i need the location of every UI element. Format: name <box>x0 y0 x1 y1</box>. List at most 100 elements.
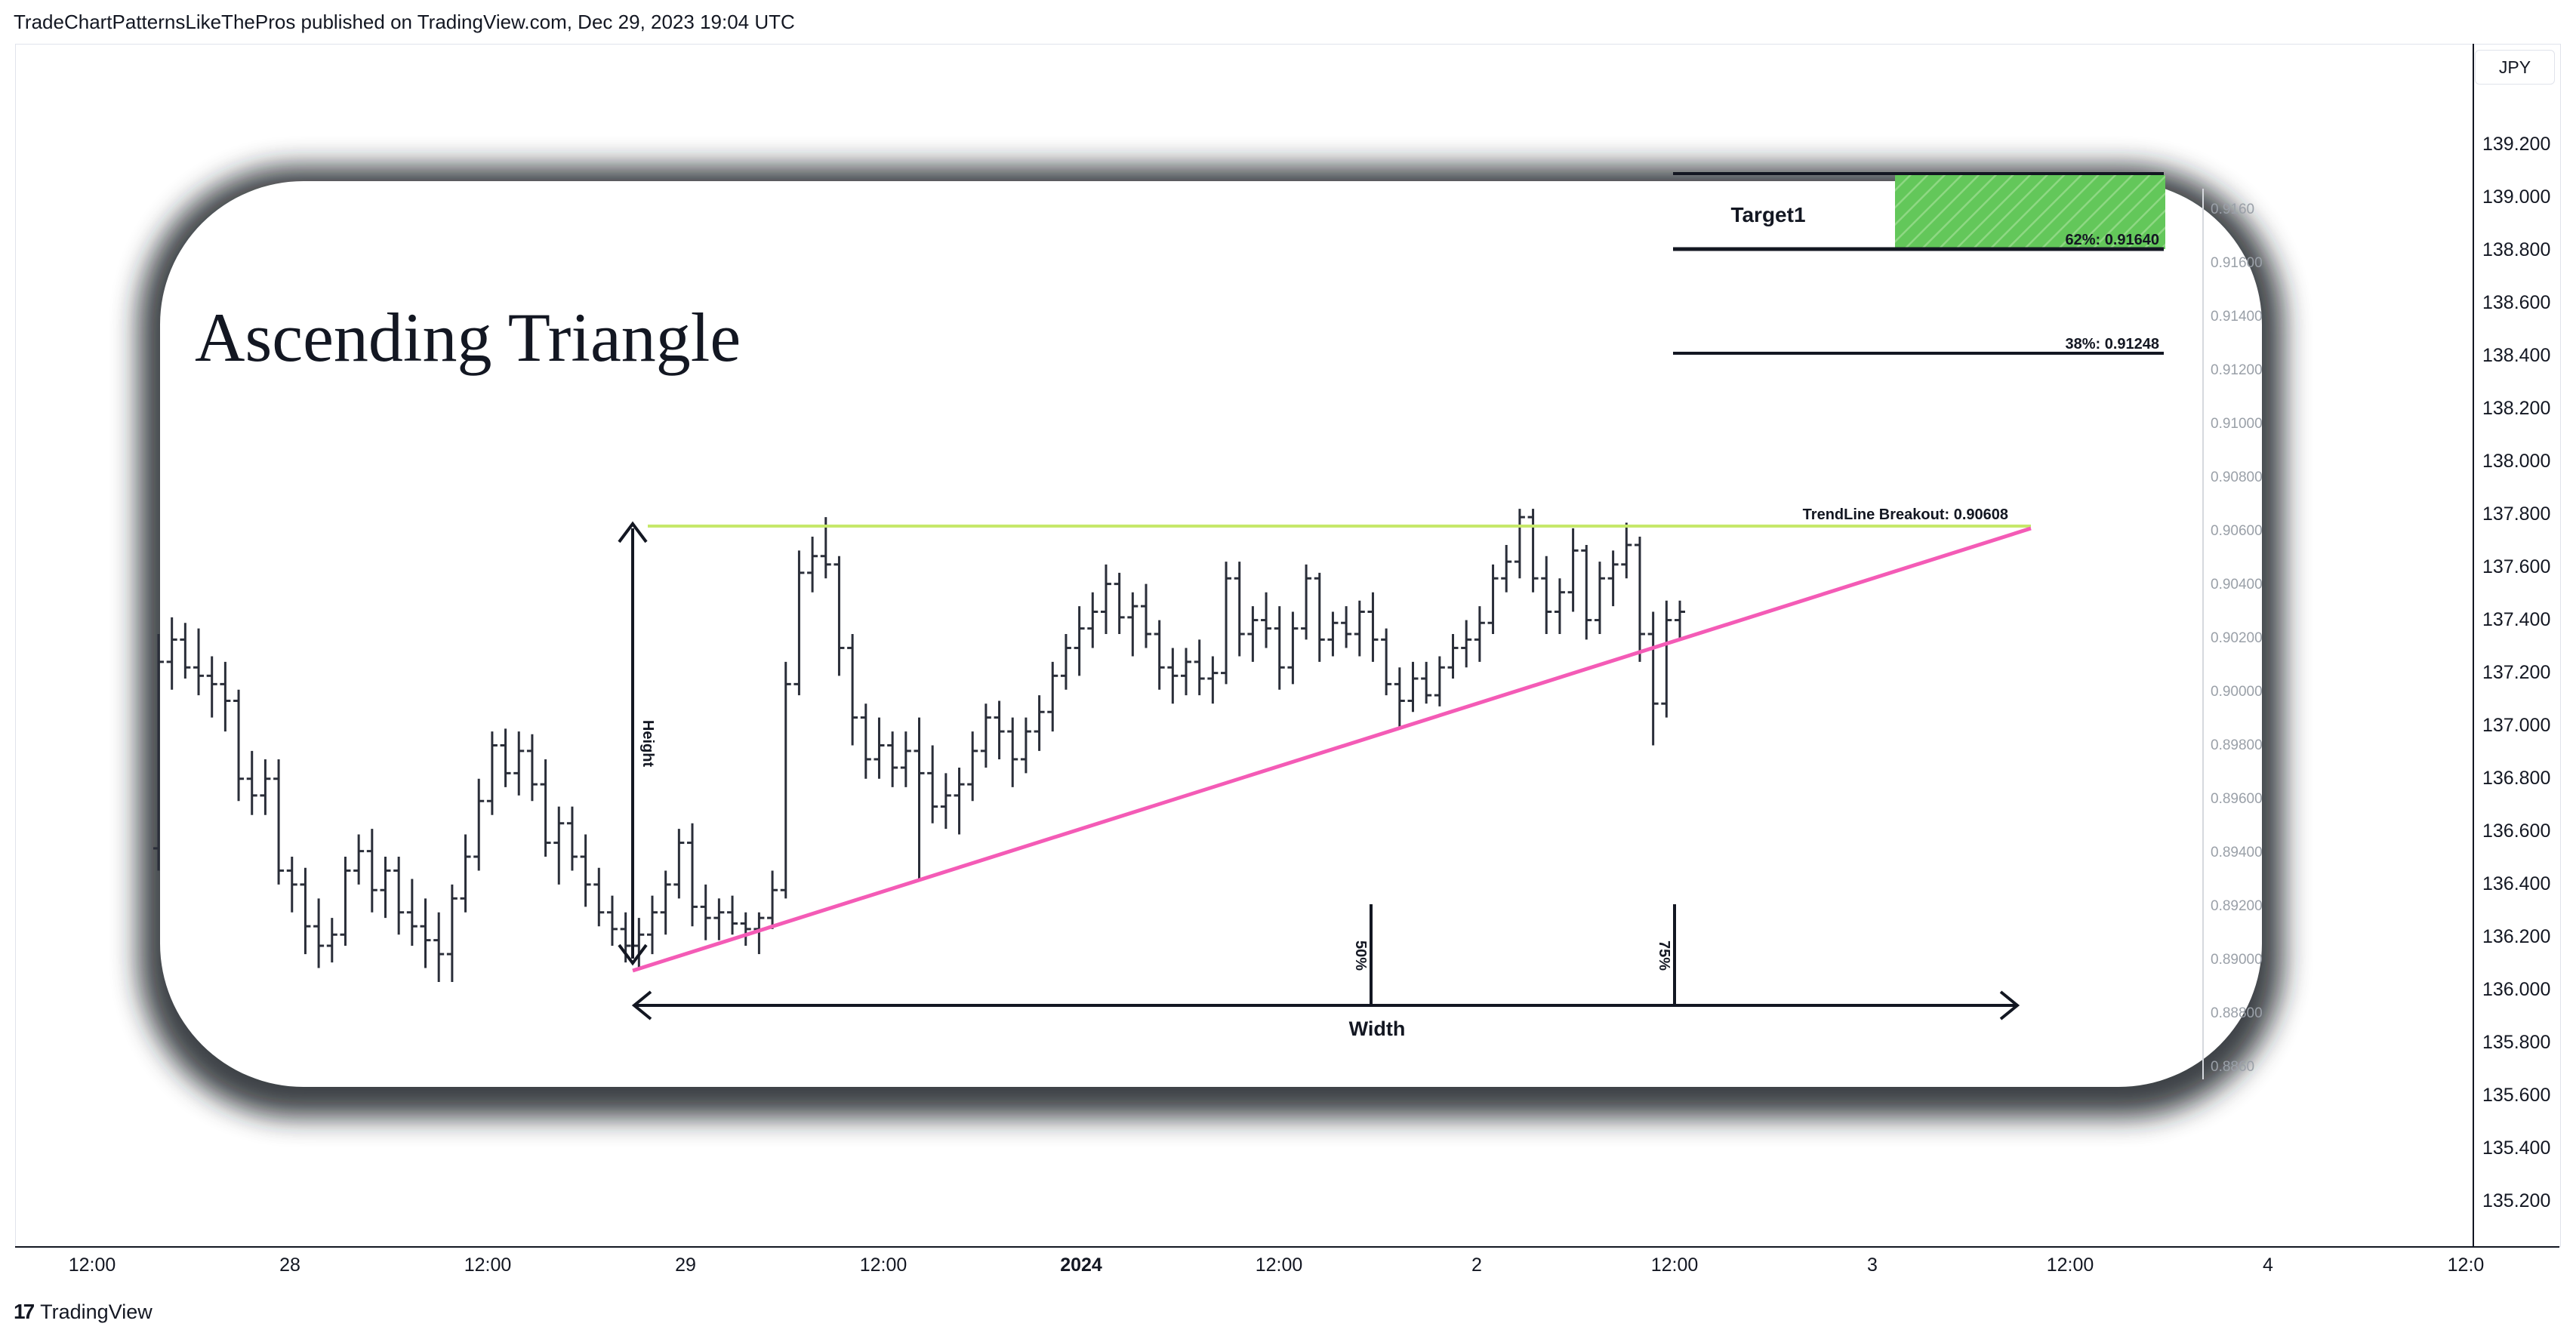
price-tick-label: 137.200 <box>2482 662 2550 683</box>
price-bar <box>1461 620 1472 668</box>
time-tick-label: 12:00 <box>2047 1254 2094 1276</box>
price-bar <box>380 857 391 919</box>
height-arrow-bottom-head <box>618 943 648 966</box>
target-zone <box>1895 175 2165 249</box>
price-tick-label: 138.000 <box>2482 451 2550 472</box>
price-bar <box>1127 592 1139 657</box>
price-bar <box>206 656 217 718</box>
price-bar <box>1675 600 1685 640</box>
target-label: Target1 <box>1730 203 1805 226</box>
price-bar <box>366 829 377 913</box>
price-bar <box>1594 562 1605 634</box>
price-bar <box>526 734 538 802</box>
price-bar <box>540 759 551 857</box>
price-tick-label: 139.000 <box>2482 186 2550 208</box>
price-bar <box>1314 572 1325 662</box>
publish-attribution: TradeChartPatternsLikeThePros published … <box>14 11 795 33</box>
card-body <box>160 181 2262 1087</box>
price-bar <box>460 834 471 913</box>
fib-62-label: 62%: 0.91640 <box>2065 232 2159 248</box>
price-bar <box>1354 600 1365 657</box>
price-bar <box>353 834 365 885</box>
height-label: Height <box>639 720 656 768</box>
inner-tick-label: 0.89200 <box>2211 898 2263 914</box>
price-bar <box>260 759 271 815</box>
price-bar <box>673 829 685 899</box>
price-tick-label: 136.000 <box>2482 979 2550 1000</box>
price-tick-label: 136.400 <box>2482 873 2550 894</box>
price-bar <box>180 623 191 679</box>
pattern-title: Ascending Triangle <box>195 299 741 376</box>
price-bar <box>1381 628 1392 696</box>
price-bar <box>273 759 285 885</box>
price-bar <box>500 728 511 787</box>
price-bar <box>1274 606 1285 690</box>
inner-tick-label: 0.89800 <box>2211 737 2263 753</box>
inner-tick-label: 0.91000 <box>2211 416 2263 432</box>
time-tick-label: 3 <box>1867 1254 1878 1276</box>
price-tick-label: 137.000 <box>2482 715 2550 736</box>
price-tick-label: 138.800 <box>2482 239 2550 260</box>
price-bar <box>1501 545 1512 593</box>
price-bar <box>1074 606 1085 676</box>
price-bar <box>847 634 858 746</box>
time-tick-label: 2 <box>1471 1254 1482 1276</box>
price-bar <box>233 689 245 802</box>
currency-badge[interactable]: JPY <box>2475 50 2555 85</box>
price-bar <box>1114 572 1125 634</box>
price-tick-label: 137.600 <box>2482 556 2550 577</box>
price-bar <box>1020 717 1031 774</box>
time-tick-label: 29 <box>675 1254 696 1276</box>
price-tick-label: 138.600 <box>2482 292 2550 313</box>
price-bar <box>1007 717 1018 787</box>
time-tick-label: 2024 <box>1060 1254 1102 1276</box>
width-arrow-left-head <box>631 990 652 1020</box>
price-bar <box>1287 611 1299 685</box>
price-bar <box>874 717 885 779</box>
price-bar <box>1261 592 1272 648</box>
price-tick-label: 137.400 <box>2482 609 2550 630</box>
price-bar <box>486 731 498 815</box>
price-bar <box>553 806 565 885</box>
price-bar <box>420 898 431 968</box>
price-bar <box>313 898 325 968</box>
support-trendline <box>632 526 2032 973</box>
price-bar <box>326 918 337 963</box>
price-bar <box>1607 550 1619 607</box>
price-bar <box>1341 606 1352 648</box>
price-bar <box>1434 656 1445 706</box>
price-bar <box>1327 611 1339 657</box>
price-bar <box>740 912 751 946</box>
price-bar <box>1167 648 1179 704</box>
price-bar <box>1474 606 1485 662</box>
price-bar <box>1234 562 1245 657</box>
time-tick-label: 12:00 <box>69 1254 116 1276</box>
price-bar <box>1047 661 1058 732</box>
inner-tick-label: 0.9160 <box>2211 202 2254 217</box>
price-tick-label: 136.200 <box>2482 926 2550 947</box>
time-tick-label: 12:00 <box>464 1254 512 1276</box>
price-bar <box>406 879 418 946</box>
inner-tick-label: 0.90800 <box>2211 469 2263 485</box>
price-bar <box>1060 634 1071 690</box>
inner-tick-label: 0.89400 <box>2211 845 2263 860</box>
price-bar <box>834 556 845 676</box>
breakout-label: TrendLine Breakout: 0.90608 <box>1803 506 2008 523</box>
footer-brand[interactable]: 17 TradingView <box>14 1300 153 1324</box>
price-bar <box>166 617 177 690</box>
price-bar <box>900 731 911 787</box>
width-arrow-right-head <box>1999 990 2020 1020</box>
inner-tick-label: 0.8860 <box>2211 1059 2254 1075</box>
price-tick-label: 135.200 <box>2482 1190 2550 1211</box>
price-bar <box>340 857 351 946</box>
price-bar <box>1421 661 1432 704</box>
price-bar <box>446 884 458 982</box>
price-bar <box>393 857 405 935</box>
price-bar <box>660 870 671 935</box>
price-bar <box>994 700 1005 759</box>
price-axis-ticks: 139.200 139.000 138.800 138.600 138.400 138.2… <box>2482 134 2550 1211</box>
card-price-bars <box>153 509 1685 982</box>
price-bar <box>954 768 965 835</box>
inner-tick-label: 0.91400 <box>2211 309 2263 325</box>
